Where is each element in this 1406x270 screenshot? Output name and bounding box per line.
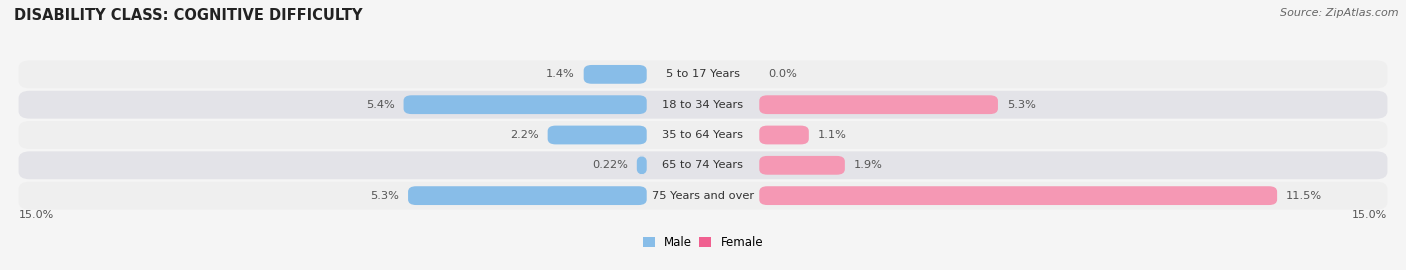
Text: 35 to 64 Years: 35 to 64 Years <box>662 130 744 140</box>
Text: 18 to 34 Years: 18 to 34 Years <box>662 100 744 110</box>
FancyBboxPatch shape <box>18 182 1388 210</box>
Legend: Male, Female: Male, Female <box>638 231 768 254</box>
Text: 1.9%: 1.9% <box>853 160 883 170</box>
Text: 65 to 74 Years: 65 to 74 Years <box>662 160 744 170</box>
FancyBboxPatch shape <box>404 95 647 114</box>
Text: 0.0%: 0.0% <box>768 69 797 79</box>
Text: 5.4%: 5.4% <box>366 100 395 110</box>
FancyBboxPatch shape <box>408 186 647 205</box>
Text: 75 Years and over: 75 Years and over <box>652 191 754 201</box>
FancyBboxPatch shape <box>18 121 1388 149</box>
FancyBboxPatch shape <box>759 95 998 114</box>
Text: 2.2%: 2.2% <box>510 130 538 140</box>
FancyBboxPatch shape <box>759 156 845 175</box>
FancyBboxPatch shape <box>759 126 808 144</box>
Text: 11.5%: 11.5% <box>1286 191 1322 201</box>
Text: Source: ZipAtlas.com: Source: ZipAtlas.com <box>1281 8 1399 18</box>
FancyBboxPatch shape <box>637 156 647 175</box>
FancyBboxPatch shape <box>18 151 1388 179</box>
FancyBboxPatch shape <box>548 126 647 144</box>
FancyBboxPatch shape <box>583 65 647 84</box>
Text: 5.3%: 5.3% <box>370 191 399 201</box>
Text: 5.3%: 5.3% <box>1007 100 1036 110</box>
Text: 15.0%: 15.0% <box>1353 211 1388 221</box>
Text: DISABILITY CLASS: COGNITIVE DIFFICULTY: DISABILITY CLASS: COGNITIVE DIFFICULTY <box>14 8 363 23</box>
FancyBboxPatch shape <box>759 186 1277 205</box>
FancyBboxPatch shape <box>18 91 1388 119</box>
Text: 1.1%: 1.1% <box>818 130 846 140</box>
Text: 1.4%: 1.4% <box>546 69 575 79</box>
Text: 0.22%: 0.22% <box>592 160 628 170</box>
FancyBboxPatch shape <box>18 60 1388 88</box>
Text: 15.0%: 15.0% <box>18 211 53 221</box>
Text: 5 to 17 Years: 5 to 17 Years <box>666 69 740 79</box>
